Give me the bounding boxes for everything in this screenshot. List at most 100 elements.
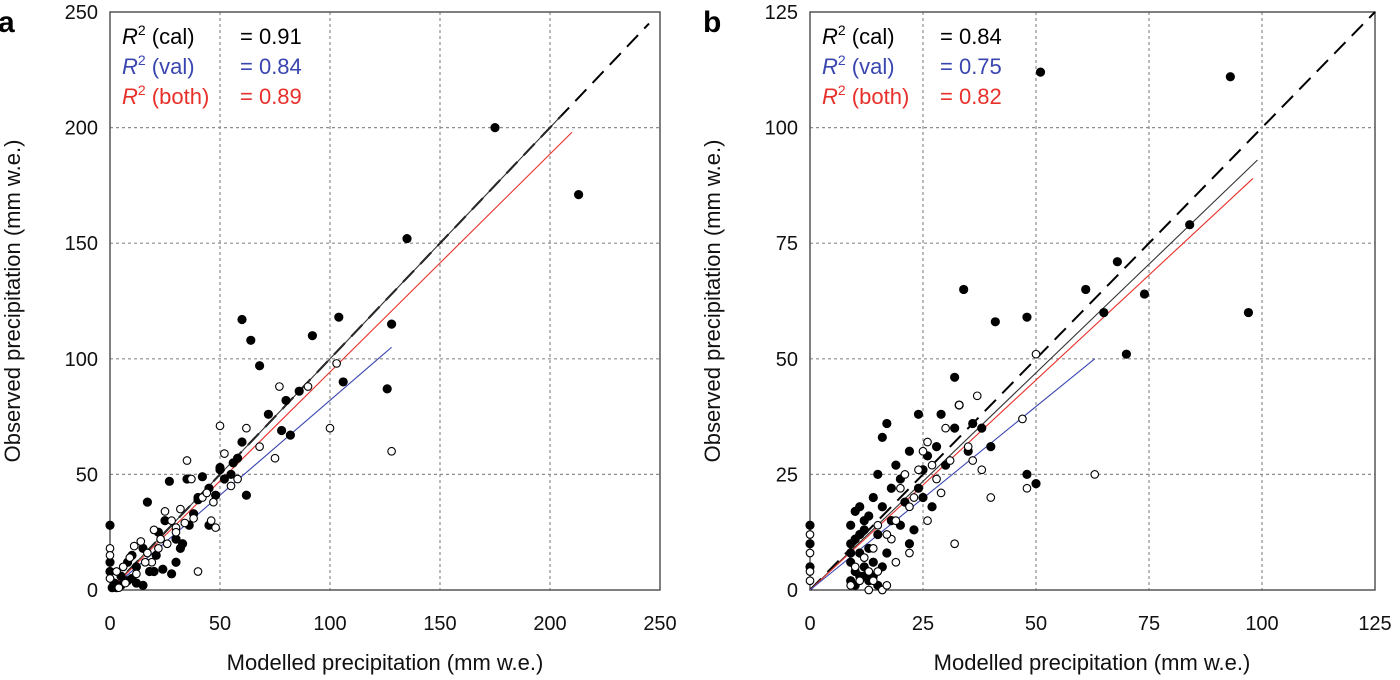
data-point-calibration (977, 423, 987, 433)
data-point-calibration (931, 442, 942, 452)
data-point-validation (129, 541, 139, 551)
panel-a-plot-frame (109, 11, 661, 591)
data-point-validation (805, 530, 815, 539)
y-tick-label: 100 (765, 118, 798, 140)
data-point-calibration (215, 465, 225, 475)
data-point-validation (156, 534, 165, 544)
r2-symbol: R (822, 84, 838, 109)
data-point-validation (882, 530, 892, 539)
r2-label: R2 (both) (122, 82, 209, 109)
data-point-calibration (868, 492, 878, 503)
data-point-validation (275, 382, 284, 391)
data-point-calibration (285, 430, 295, 440)
data-point-calibration (986, 442, 996, 452)
data-point-calibration (846, 520, 856, 530)
data-point-validation (125, 553, 135, 562)
data-point-calibration (1022, 312, 1032, 322)
y-tick-label: 25 (776, 464, 798, 486)
y-tick-label: 200 (65, 118, 98, 140)
data-point-validation (900, 470, 910, 479)
data-point-validation (112, 567, 121, 576)
data-point-validation (270, 453, 280, 463)
r2-value: = 0.91 (240, 24, 302, 49)
data-point-calibration (1022, 469, 1032, 479)
data-point-validation (864, 567, 874, 576)
fit-line (109, 115, 562, 591)
y-tick-label: 250 (65, 2, 98, 24)
data-point-calibration (882, 418, 892, 429)
data-point-validation (941, 423, 950, 433)
data-point-calibration (886, 483, 896, 493)
data-point-calibration (850, 534, 860, 544)
data-point-validation (176, 504, 185, 514)
y-tick-label: 50 (76, 464, 98, 486)
data-point-validation (963, 442, 973, 452)
data-point-validation (936, 488, 946, 498)
data-point-validation (891, 557, 901, 567)
r2-superscript: 2 (838, 52, 846, 68)
data-point-calibration (1099, 307, 1109, 318)
data-point-validation (209, 497, 218, 507)
data-point-calibration (1185, 220, 1195, 230)
data-point-validation (140, 557, 150, 567)
data-point-validation (118, 562, 128, 572)
data-point-calibration (142, 497, 152, 507)
data-point-calibration (868, 557, 878, 567)
data-point-validation (873, 567, 883, 576)
data-point-calibration (913, 483, 924, 493)
data-point-validation (136, 537, 146, 546)
data-point-validation (873, 520, 883, 530)
data-point-validation (868, 544, 878, 553)
data-point-calibration (338, 377, 348, 387)
data-point-calibration (904, 446, 915, 456)
r2-value: = 0.82 (940, 84, 1002, 109)
data-point-calibration (228, 458, 238, 468)
data-point-calibration (167, 569, 177, 579)
data-point-validation (1022, 483, 1032, 493)
data-point-calibration (873, 529, 883, 540)
data-point-calibration (913, 409, 924, 419)
data-point-validation (211, 523, 220, 532)
data-point-calibration (918, 492, 928, 503)
data-point-validation (160, 507, 170, 516)
data-point-calibration (927, 502, 937, 512)
data-point-validation (909, 493, 919, 502)
data-point-calibration (105, 520, 115, 530)
data-point-calibration (959, 284, 969, 295)
panel-a-points (105, 123, 584, 593)
data-point-calibration (904, 539, 915, 549)
data-point-calibration (1035, 67, 1046, 77)
data-point-calibration (1139, 289, 1150, 299)
data-point-validation (945, 456, 955, 465)
data-point-calibration (950, 372, 960, 382)
panel-letter-a: a (0, 6, 15, 39)
panel-a-x-axis-label: Modelled precipitation (mm w.e.) (227, 650, 544, 675)
r2-superscript: 2 (138, 82, 146, 98)
data-point-validation (220, 449, 229, 458)
data-point-validation (864, 585, 874, 595)
data-point-calibration (1112, 257, 1122, 267)
data-point-calibration (382, 384, 392, 394)
data-point-calibration (950, 423, 960, 433)
panel-b-y-axis-label: Observed precipitation (mm w.e.) (700, 140, 725, 463)
panel-b-ticks: 0 25 50 75 100 125 0 25 50 75 100 125 (765, 2, 1392, 635)
data-point-validation (859, 553, 869, 562)
data-point-validation (968, 456, 978, 465)
data-point-validation (986, 493, 996, 502)
r2-label: R2 (val) (822, 52, 895, 79)
data-point-validation (954, 400, 964, 410)
data-point-validation (905, 548, 914, 558)
panel-b-points (805, 67, 1254, 595)
data-point-calibration (805, 520, 815, 530)
data-point-calibration (936, 409, 946, 419)
data-point-validation (180, 518, 190, 528)
data-point-calibration (145, 566, 155, 577)
data-point-calibration (237, 314, 247, 325)
data-point-calibration (1243, 307, 1254, 318)
data-point-validation (950, 539, 959, 549)
data-point-validation (972, 391, 982, 401)
data-point-calibration (241, 490, 251, 500)
data-point-validation (923, 437, 932, 447)
